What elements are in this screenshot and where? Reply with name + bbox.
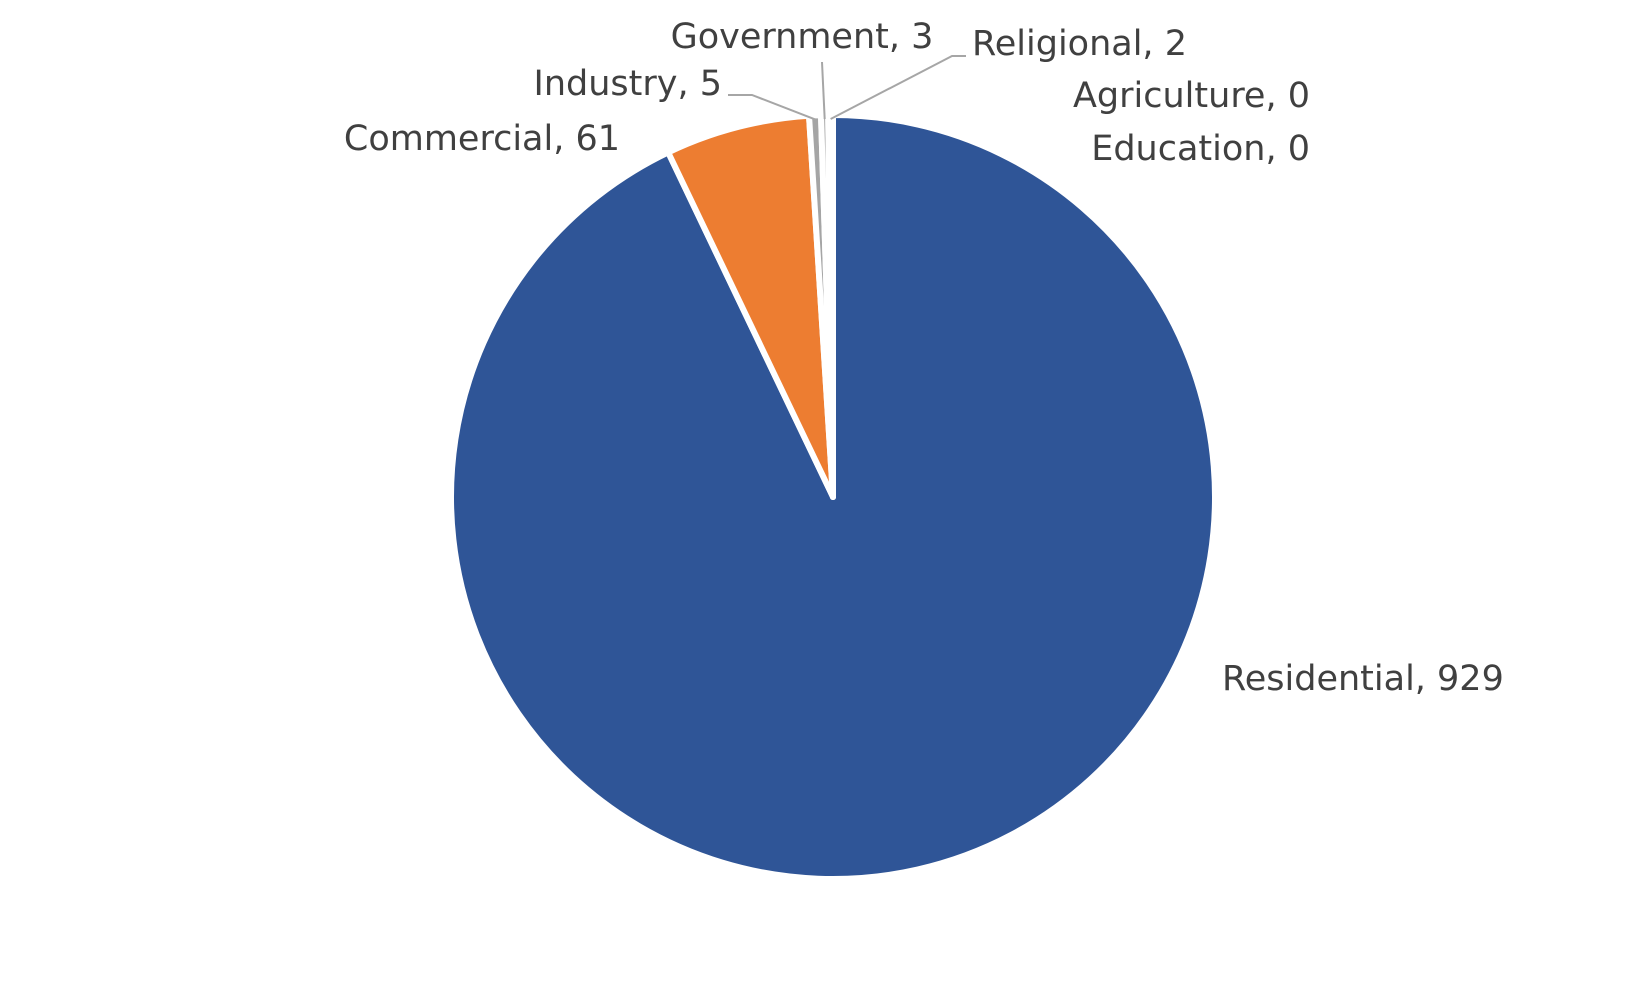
label-religional: Religional, 2	[972, 24, 1187, 64]
label-agriculture: Agriculture, 0	[1073, 76, 1310, 116]
data-labels: Residential, 929 Commercial, 61 Industry…	[344, 17, 1504, 699]
label-commercial: Commercial, 61	[344, 119, 620, 159]
label-education: Education, 0	[1091, 129, 1310, 169]
label-residential: Residential, 929	[1222, 659, 1504, 699]
pie-slice-religional	[825, 111, 836, 500]
leader-line-government	[821, 61, 826, 120]
label-industry: Industry, 5	[534, 64, 722, 104]
leader-line-religional	[830, 55, 966, 120]
leader-lines	[728, 55, 966, 121]
label-government: Government, 3	[671, 17, 934, 57]
leader-line-industry	[728, 94, 816, 121]
pie-slices	[448, 111, 1218, 882]
